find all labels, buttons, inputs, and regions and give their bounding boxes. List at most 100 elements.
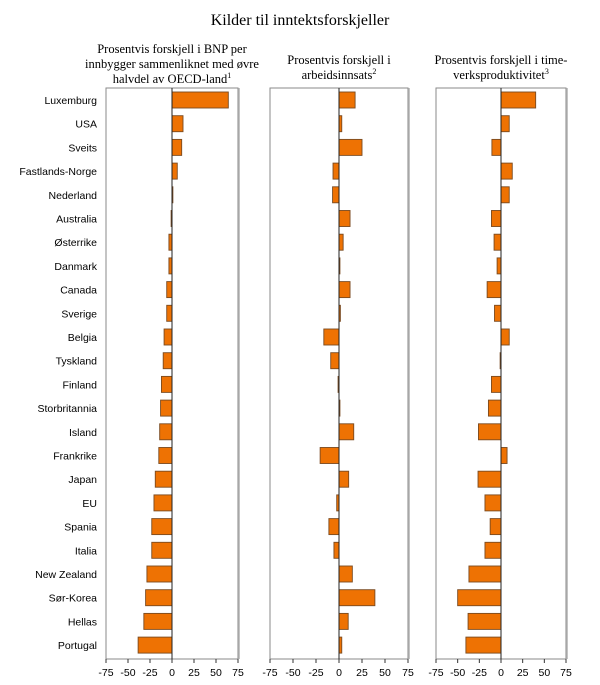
x-tick-label: -25 <box>308 667 323 679</box>
bar-canada <box>338 281 351 299</box>
bar-fastlands-norge <box>171 162 178 180</box>
panels: Prosentvis forskjell i BNP perinnbygger … <box>85 42 572 679</box>
bar-italia <box>333 541 340 559</box>
x-tick-label: -25 <box>142 667 157 679</box>
x-tick-label: 25 <box>517 667 529 679</box>
bar-tyskland <box>330 352 340 370</box>
bar-japan <box>154 470 173 488</box>
panel-title-line: Prosentvis forskjell i BNP per <box>97 42 247 56</box>
category-label: Østerrike <box>54 237 97 249</box>
category-label: Storbritannia <box>37 403 97 415</box>
bar-island <box>159 423 173 441</box>
bar-sverige <box>494 304 502 322</box>
bar-spania <box>328 518 340 536</box>
footnote-marker: 2 <box>372 67 376 76</box>
category-label: Australia <box>56 214 97 226</box>
bar-sveits <box>171 138 183 156</box>
bar-luxemburg <box>500 91 537 109</box>
x-tick-label: 75 <box>560 667 572 679</box>
bar-sør-korea <box>145 589 173 607</box>
category-label: New Zealand <box>35 569 97 581</box>
x-tick-label: 25 <box>188 667 200 679</box>
category-label: Frankrike <box>53 451 97 463</box>
x-tick-label: 25 <box>356 667 368 679</box>
bar-spania <box>151 518 173 536</box>
bar-fastlands-norge <box>332 162 340 180</box>
bar-sør-korea <box>457 589 502 607</box>
bar-hellas <box>338 612 349 630</box>
bar-tyskland <box>162 352 173 370</box>
category-label: EU <box>82 498 97 510</box>
x-tick-label: -50 <box>120 667 135 679</box>
bar-frankrike <box>500 447 508 464</box>
bar-eu <box>484 494 502 512</box>
x-tick-label: -75 <box>428 667 443 679</box>
category-label: Japan <box>68 474 97 486</box>
bar-luxemburg <box>171 91 229 109</box>
category-label: Fastlands-Norge <box>19 166 97 178</box>
bar-belgia <box>163 328 173 346</box>
bar-new-zealand <box>338 565 353 583</box>
category-label: Italia <box>75 545 97 557</box>
bar-sverige <box>166 304 173 322</box>
bar-østerrike <box>493 233 502 251</box>
bar-island <box>338 423 355 441</box>
panel-title-line: halvdel av OECD-land1 <box>113 71 232 86</box>
x-tick-label: -75 <box>262 667 277 679</box>
x-tick-label: -25 <box>472 667 487 679</box>
category-label: Nederland <box>49 190 98 202</box>
bar-usa <box>171 115 184 133</box>
panel-title-line: innbygger sammenliknet med øvre <box>85 57 259 71</box>
x-tick-label: 50 <box>379 667 391 679</box>
panel-3: Prosentvis forskjell i time-verksprodukt… <box>428 53 572 679</box>
x-tick-label: 75 <box>232 667 244 679</box>
bar-eu <box>153 494 173 512</box>
category-label: Sør-Korea <box>49 593 98 605</box>
bar-canada <box>486 281 502 299</box>
bar-australia <box>338 210 351 227</box>
bar-frankrike <box>319 447 340 464</box>
x-tick-label: 50 <box>538 667 550 679</box>
bar-sør-korea <box>338 589 376 607</box>
bar-island <box>478 423 502 441</box>
bar-new-zealand <box>468 565 502 583</box>
bar-italia <box>484 541 502 559</box>
bar-belgia <box>500 328 510 346</box>
bar-japan <box>477 470 502 488</box>
category-label: Hellas <box>68 616 97 628</box>
category-label: Tyskland <box>56 356 98 368</box>
panel-title-line: verksproduktivitet3 <box>453 67 549 82</box>
bar-storbritannia <box>160 399 173 417</box>
category-label: Sveits <box>68 142 97 154</box>
bar-australia <box>491 210 502 227</box>
panel-title-line: Prosentvis forskjell i <box>287 53 391 67</box>
category-label: Danmark <box>54 261 97 273</box>
category-label: Finland <box>63 379 98 391</box>
panel-title-line: Prosentvis forskjell i time- <box>435 53 568 67</box>
category-label: Portugal <box>58 640 97 652</box>
category-labels: Luxemburg USA Sveits Fastlands-Norge Nederla… <box>19 95 97 652</box>
x-tick-label: 0 <box>169 667 175 679</box>
x-tick-label: 0 <box>336 667 342 679</box>
bar-storbritannia <box>487 399 502 417</box>
chart-title: Kilder til inntektsforskjeller <box>211 12 390 29</box>
category-label: USA <box>75 119 97 131</box>
bar-belgia <box>323 328 340 346</box>
category-label: Island <box>69 427 97 439</box>
bar-portugal <box>465 636 502 654</box>
bar-luxemburg <box>338 91 356 109</box>
bar-frankrike <box>158 447 173 464</box>
bar-new-zealand <box>146 565 173 583</box>
category-label: Luxemburg <box>44 95 97 107</box>
bar-nederland <box>332 186 340 204</box>
bar-østerrike <box>338 233 344 251</box>
bar-finland <box>491 375 502 393</box>
panel-1: Prosentvis forskjell i BNP perinnbygger … <box>85 42 259 679</box>
category-label: Canada <box>60 285 97 297</box>
x-tick-label: 75 <box>402 667 414 679</box>
bar-fastlands-norge <box>500 162 513 180</box>
bar-italia <box>151 541 173 559</box>
footnote-marker: 3 <box>545 67 549 76</box>
bar-sveits <box>491 138 502 156</box>
